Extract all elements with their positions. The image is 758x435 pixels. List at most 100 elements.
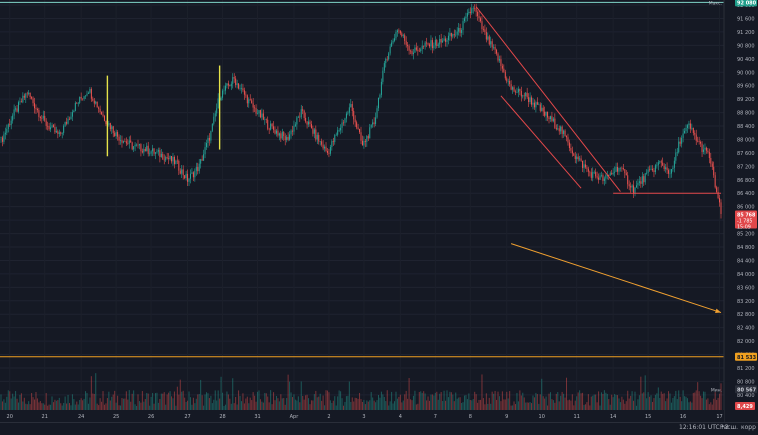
- candle: [329, 144, 331, 156]
- price-tick-label: 84 400: [737, 258, 755, 264]
- candle-body: [598, 177, 600, 180]
- candle-body: [262, 113, 264, 120]
- candle-body: [500, 59, 502, 66]
- volume-bar: [662, 393, 664, 410]
- volume-bar: [57, 400, 59, 410]
- volume-bar: [545, 396, 547, 410]
- candle: [173, 155, 175, 169]
- candle-body: [694, 132, 696, 135]
- candle-body: [184, 175, 186, 179]
- candle-body: [350, 104, 352, 108]
- candle: [83, 95, 85, 101]
- candle: [421, 40, 423, 54]
- candle: [446, 38, 448, 47]
- candle-body: [22, 95, 24, 103]
- volume-bar: [265, 393, 267, 410]
- candle: [281, 128, 283, 140]
- candle: [551, 111, 553, 123]
- candle: [500, 55, 502, 71]
- candle-body: [449, 33, 451, 36]
- candle-body: [570, 148, 572, 151]
- candle-body: [647, 169, 649, 173]
- candle-body: [496, 49, 498, 54]
- candle-body: [414, 47, 416, 53]
- volume-bar: [201, 395, 203, 410]
- volume-bar: [660, 391, 662, 410]
- candle-body: [109, 123, 111, 130]
- candle-body: [162, 153, 164, 160]
- volume-bar: [638, 395, 640, 410]
- candle-body: [115, 132, 117, 137]
- candle: [694, 130, 696, 140]
- drawings[interactable]: [475, 6, 722, 314]
- volume-bar: [239, 395, 241, 410]
- volume-bar: [717, 397, 719, 410]
- volume-bar: [485, 393, 487, 410]
- candle-body: [433, 45, 435, 49]
- volume-bar: [565, 377, 568, 410]
- candle: [713, 161, 715, 178]
- candle-body: [198, 163, 200, 172]
- time-tick-label: 3: [362, 414, 365, 420]
- candle: [703, 144, 705, 155]
- volume-bar: [582, 392, 584, 410]
- candle: [210, 130, 212, 144]
- volume-bar: [303, 399, 305, 410]
- candle-body: [44, 115, 46, 121]
- volume-bar: [685, 396, 687, 410]
- candle-body: [689, 123, 691, 129]
- candle: [523, 92, 525, 101]
- time-tick-label: 17: [716, 414, 722, 420]
- volume-bar: [267, 396, 269, 410]
- grid: [0, 4, 724, 396]
- candle-body: [235, 78, 237, 85]
- volume-bar: [203, 405, 205, 410]
- volume-bar: [517, 401, 519, 410]
- time-axis[interactable]: 20 21 24 25 26 27 28 31 Apr 2 3 4 7 8 9 10 11 14 15 16 17: [0, 410, 724, 422]
- candle: [154, 152, 157, 160]
- candle-body: [478, 16, 480, 19]
- volume-bar: [651, 401, 654, 410]
- volume-bar: [165, 404, 167, 410]
- candle: [96, 101, 98, 108]
- candle-body: [12, 115, 14, 121]
- candle: [111, 124, 113, 135]
- candle: [614, 166, 616, 177]
- candle: [319, 140, 321, 146]
- candle-body: [679, 141, 681, 144]
- volume-bar: [463, 395, 465, 410]
- volume-bar: [179, 379, 181, 410]
- candle: [600, 171, 602, 178]
- candle-body: [242, 88, 244, 91]
- candle: [665, 163, 667, 173]
- candle: [564, 129, 566, 137]
- candle-body: [175, 160, 177, 165]
- volume-bar: [646, 398, 648, 410]
- candle: [232, 73, 234, 89]
- candle: [685, 124, 687, 134]
- candle-body: [404, 35, 406, 41]
- candle: [475, 3, 477, 17]
- candle: [552, 117, 554, 123]
- candle-body: [348, 107, 350, 113]
- candle: [628, 180, 630, 191]
- candle: [395, 29, 397, 41]
- candle-body: [520, 90, 522, 97]
- candle: [563, 129, 565, 138]
- candle: [34, 97, 36, 114]
- clock-text[interactable]: 12:16:01 UTC+3: [679, 424, 729, 431]
- volume-bar: [118, 405, 120, 410]
- volume-bar: [74, 404, 76, 410]
- adjust-text[interactable]: корр: [741, 424, 756, 431]
- candle-body: [630, 186, 632, 188]
- candle: [19, 97, 21, 105]
- candle: [412, 48, 414, 60]
- volume-bar: [251, 400, 253, 410]
- session-text[interactable]: Расш.: [720, 424, 738, 431]
- candle: [214, 110, 216, 122]
- candle: [503, 64, 505, 73]
- candle: [296, 115, 298, 130]
